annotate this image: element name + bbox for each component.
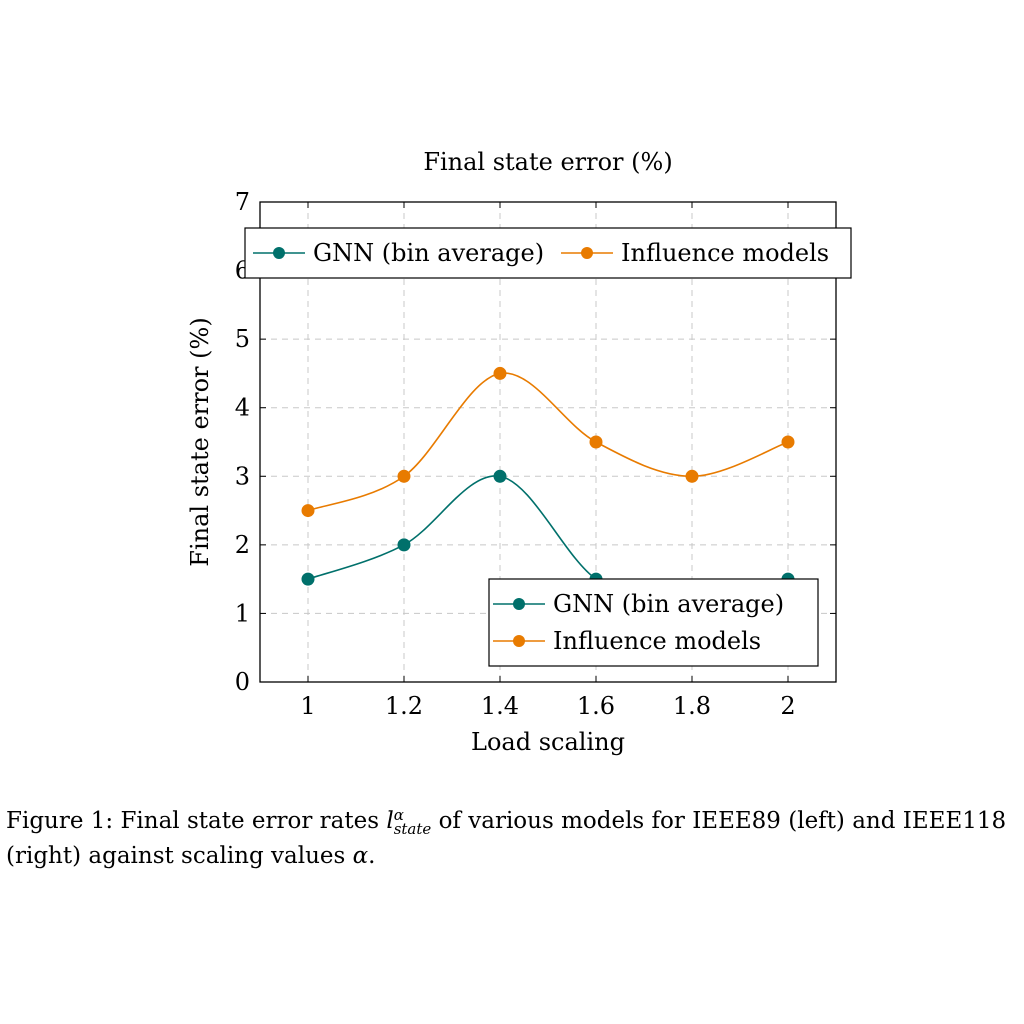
chart-title: Final state error (%) [423,148,672,176]
legend-bottom: GNN (bin average) Influence models [488,578,819,667]
y-tick-label: 3 [235,462,250,490]
x-tick-label: 1 [300,692,315,720]
data-point-1-1 [397,469,411,483]
data-point-0-2 [493,469,507,483]
figure-caption: Figure 1: Final state error rates l α stat… [6,804,1022,874]
data-point-1-3 [589,435,603,449]
legend-top-box [244,227,852,279]
caption-symbol: l [386,808,394,834]
caption-subscript: state [393,820,432,838]
y-tick-label: 4 [235,394,250,422]
caption-suffix: . [368,843,376,869]
y-tick-label: 1 [235,599,250,627]
series-1 [301,366,795,518]
y-tick-label: 7 [235,188,250,216]
data-point-0-1 [397,538,411,552]
legend-top: GNN (bin average) Influence models [244,227,852,279]
x-tick-label: 1.4 [481,692,519,720]
legend-bottom-box [488,578,819,667]
x-tick-label: 1.8 [673,692,711,720]
y-axis-title: Final state error (%) [186,317,214,566]
caption-alpha: α [352,843,369,869]
x-tick-label: 2 [780,692,795,720]
legend-label: GNN (bin average) [553,590,784,618]
y-tick-label: 2 [235,531,250,559]
y-tick-label: 5 [235,325,250,353]
caption-superscript: α [393,806,404,824]
data-point-1-4 [685,469,699,483]
x-tick-label: 1.6 [577,692,615,720]
data-point-1-0 [301,504,315,518]
series-line [307,372,789,512]
data-point-1-5 [781,435,795,449]
x-axis-title: Load scaling [471,728,625,756]
legend-label: Influence models [553,627,761,655]
y-tick-label: 0 [235,668,250,696]
data-point-0-0 [301,572,315,586]
legend-marker [513,598,525,610]
data-point-1-2 [493,366,507,380]
plot-frame [259,201,837,683]
legend-marker [273,247,285,259]
caption-prefix: Figure 1: Final state error rates [6,808,387,834]
legend-label: Influence models [621,239,829,267]
legend-marker [581,247,593,259]
x-tick-label: 1.2 [385,692,423,720]
caption-middle: of various models for IEEE89 (left) and … [6,808,1007,869]
legend-marker [513,635,525,647]
legend-label: GNN (bin average) [313,239,544,267]
